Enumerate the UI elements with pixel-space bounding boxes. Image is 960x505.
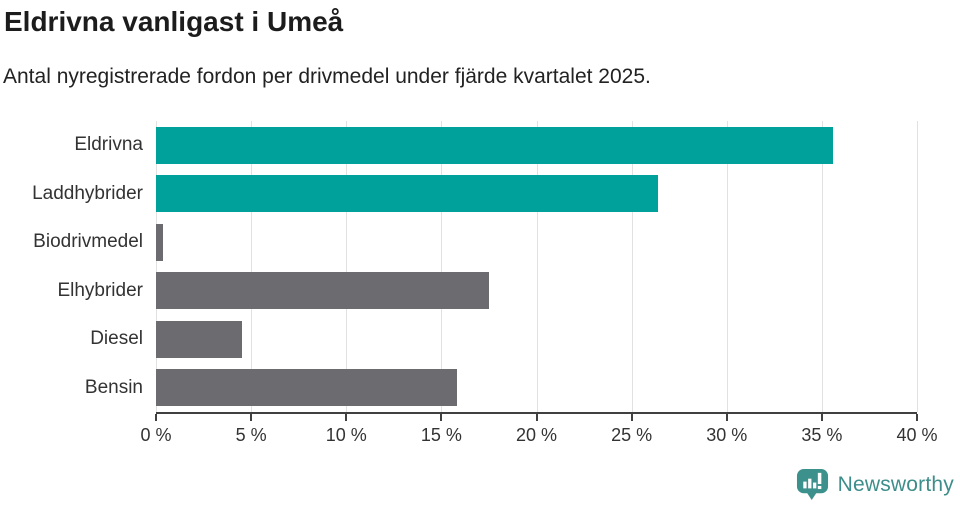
bar-row (156, 267, 917, 316)
category-label: Bensin (84, 376, 143, 398)
x-axis: 0 % 5 % 10 % 15 % 20 % 25 % 30 % 35 % 40 % (140, 412, 938, 449)
gridline (441, 121, 443, 412)
x-tick-label: 40 % (896, 425, 938, 445)
gridline (346, 121, 348, 412)
bar-eldrivna (156, 126, 834, 164)
bar-row (156, 315, 917, 364)
bar-laddhybrider (156, 175, 659, 213)
newsworthy-chart-bubble-icon (796, 468, 829, 501)
bar-row (156, 218, 917, 267)
x-axis-tick (916, 414, 918, 421)
x-axis-tick (820, 414, 823, 421)
gridline (631, 121, 633, 412)
x-tick-label: 35 % (801, 425, 843, 445)
bar-diesel (156, 320, 242, 358)
x-tick-label: 5 % (235, 425, 267, 445)
page-title: Eldrivna vanligast i Umeå (4, 6, 344, 37)
x-axis-tick (250, 414, 253, 421)
category-label: Eldrivna (74, 134, 143, 155)
x-tick-label: 20 % (515, 425, 558, 445)
x-tick-label: 15 % (420, 425, 462, 445)
x-axis-tick (630, 414, 633, 421)
gridline (821, 121, 823, 412)
category-label: Laddhybrider (32, 182, 143, 204)
x-axis-tick (440, 414, 443, 421)
bar-row (156, 121, 917, 170)
gridline (917, 121, 918, 412)
category-label: Diesel (90, 328, 143, 349)
gridline (251, 121, 253, 412)
gridline (726, 121, 728, 412)
brand-footer: Newsworthy (796, 468, 954, 501)
page-subtitle: Antal nyregistrerade fordon per drivmede… (3, 65, 651, 89)
x-tick-label: 10 % (325, 425, 367, 445)
bar-bensin (156, 369, 457, 407)
x-tick-label: 30 % (706, 425, 748, 445)
brand-name: Newsworthy (837, 472, 954, 496)
bar-chart: Eldrivna Laddhybrider Biodrivmedel Elhybrid… (0, 121, 938, 449)
bar-elhybrider (156, 272, 489, 310)
x-tick-label: 0 % (140, 425, 172, 445)
x-axis-tick (155, 414, 157, 421)
x-axis-tick (345, 414, 348, 421)
plot-wrap: Eldrivna Laddhybrider Biodrivmedel Elhybrid… (0, 121, 918, 413)
category-label: Biodrivmedel (33, 231, 143, 252)
bar-row (156, 364, 917, 413)
gridline (156, 121, 157, 412)
bar-biodrivmedel (156, 223, 163, 261)
plot-area (156, 121, 918, 413)
bar-row (156, 170, 917, 219)
x-axis-tick (725, 414, 728, 421)
gridline (536, 121, 538, 412)
x-axis-tick (535, 414, 538, 421)
x-tick-label: 25 % (611, 425, 653, 445)
category-label: Elhybrider (57, 279, 143, 301)
